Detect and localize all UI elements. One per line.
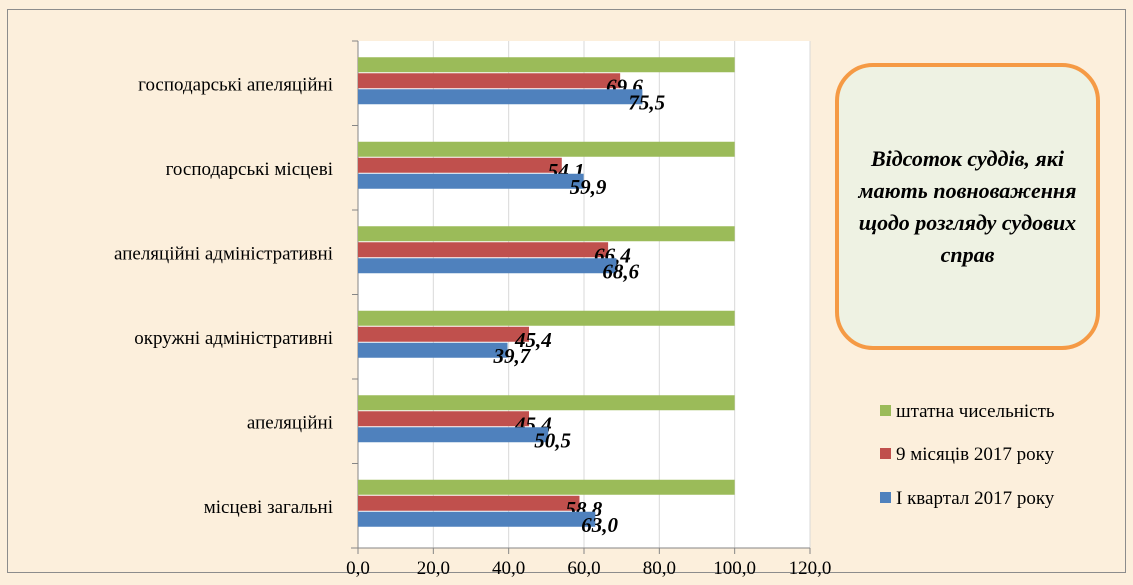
bar-staff [358,226,735,242]
data-label: 50,5 [534,428,571,452]
x-tick-label: 40,0 [492,558,525,579]
bar-staff [358,395,735,411]
bar-q1 [358,173,584,189]
data-label: 75,5 [628,90,665,114]
legend-label: 9 місяців 2017 року [896,444,1055,465]
bar-q1 [358,511,596,527]
bar-9m [358,411,530,427]
legend-swatch [880,405,891,416]
data-label: 63,0 [581,513,618,537]
data-label: 68,6 [602,259,639,283]
category-label: апеляційні адміністративні [114,243,333,264]
bar-q1 [358,89,643,105]
x-tick-label: 120,0 [789,558,832,579]
bar-9m [358,242,609,258]
category-label: апеляційні [247,412,333,433]
bar-staff [358,57,735,73]
legend-label: штатна чисельність [896,401,1055,422]
chart-title-box: Відсоток суддів, які мають повноваження … [835,63,1100,350]
data-label: 39,7 [493,344,532,368]
bar-q1 [358,342,508,358]
bar-q1 [358,258,617,274]
chart-frame [7,9,1126,573]
legend-swatch [880,448,891,459]
bar-staff [358,310,735,326]
bar-staff [358,479,735,495]
chart-title: Відсоток суддів, які мають повноваження … [858,145,1077,267]
category-label: господарські апеляційні [138,74,333,95]
x-tick-label: 80,0 [643,558,676,579]
bar-staff [358,141,735,157]
x-tick-label: 100,0 [713,558,756,579]
bar-9m [358,73,621,89]
legend-label: I квартал 2017 року [896,488,1055,509]
data-label: 59,9 [570,175,607,199]
category-label: окружні адміністративні [134,328,333,349]
bar-9m [358,157,562,173]
x-tick-label: 20,0 [417,558,450,579]
bar-9m [358,326,530,342]
data-label: 45,4 [514,328,552,352]
bar-9m [358,495,580,511]
category-label: господарські місцеві [166,159,333,180]
category-label: місцеві загальні [204,497,333,518]
bar-q1 [358,427,549,443]
x-tick-label: 0,0 [346,558,370,579]
legend-swatch [880,492,891,503]
x-tick-label: 60,0 [567,558,600,579]
